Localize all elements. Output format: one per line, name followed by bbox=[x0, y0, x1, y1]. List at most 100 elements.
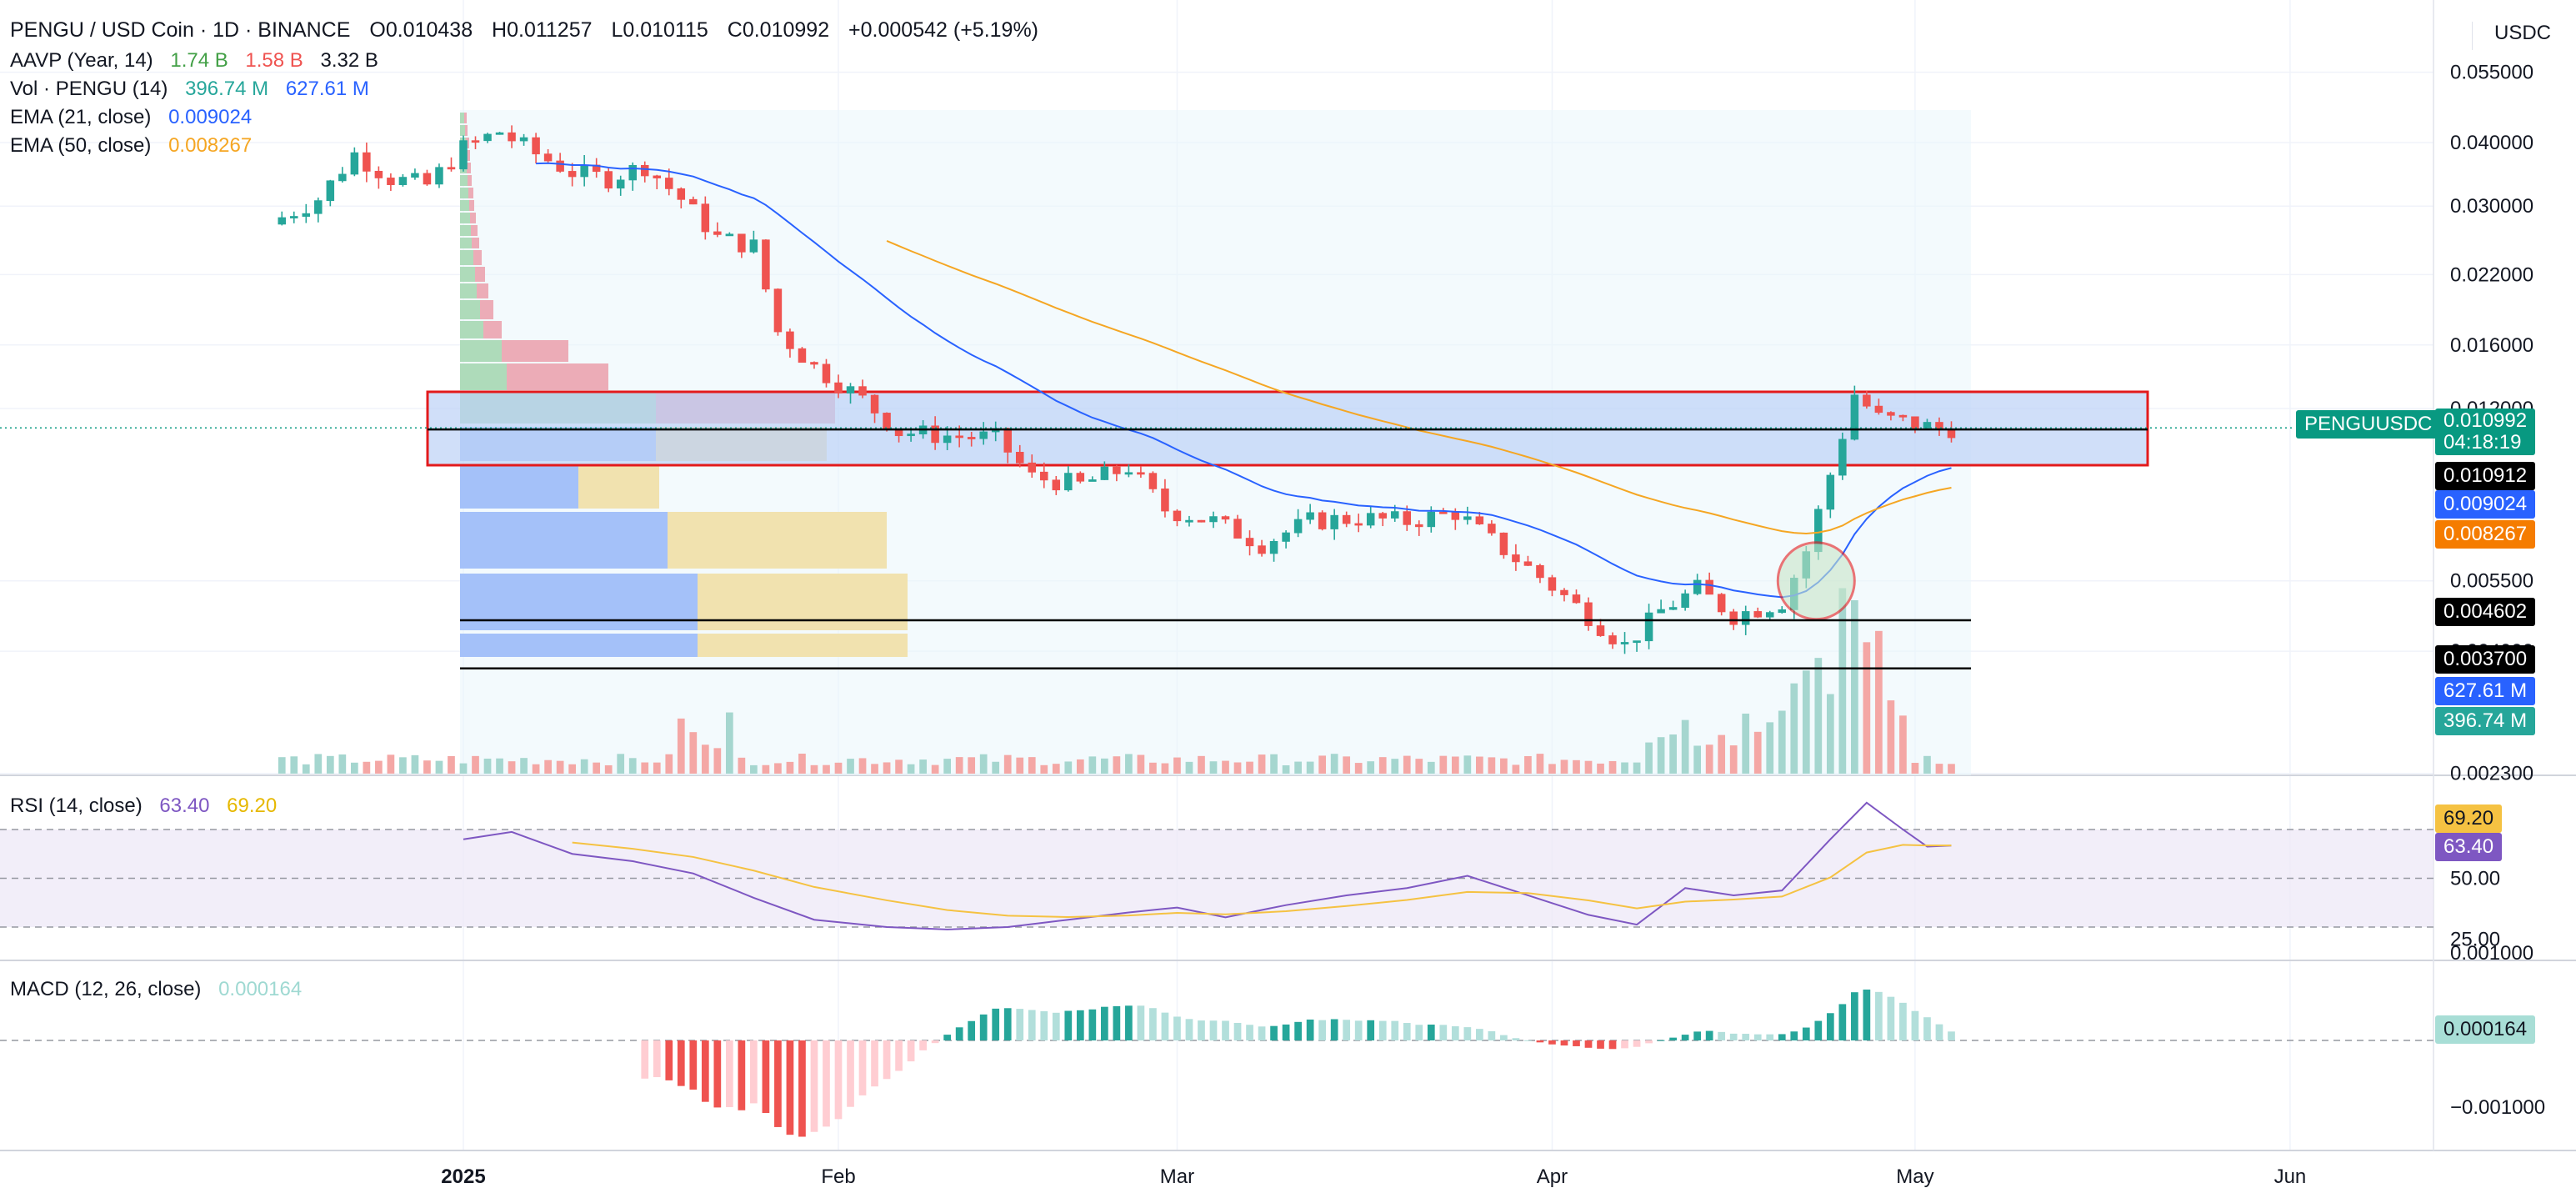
volume-bar bbox=[435, 760, 443, 774]
volume-bar bbox=[762, 764, 770, 774]
macd-bar bbox=[943, 1035, 951, 1040]
macd-bar bbox=[677, 1040, 685, 1086]
volume-bar bbox=[1427, 761, 1435, 774]
volume-bar bbox=[1378, 757, 1387, 774]
volume-bar bbox=[810, 764, 818, 774]
macd-bar bbox=[1367, 1020, 1375, 1040]
candle-body bbox=[543, 153, 553, 162]
legend-ema21[interactable]: EMA (21, close) 0.009024 bbox=[10, 103, 252, 132]
candle-body bbox=[1148, 473, 1158, 489]
aavp-up: 1.74 B bbox=[170, 49, 228, 72]
volume-bar bbox=[798, 754, 806, 774]
volume-bars bbox=[278, 588, 1955, 774]
volume-bar bbox=[895, 759, 903, 774]
macd-bar bbox=[1209, 1020, 1218, 1040]
breakout-circle bbox=[1776, 541, 1856, 621]
volume-bar bbox=[1415, 759, 1423, 774]
candle-body bbox=[1572, 594, 1581, 604]
candle-body bbox=[1911, 416, 1919, 429]
volume-bar bbox=[1584, 760, 1593, 774]
legend-ema50[interactable]: EMA (50, close) 0.008267 bbox=[10, 132, 252, 160]
volume-bar bbox=[1173, 757, 1181, 774]
legend-rsi[interactable]: RSI (14, close) 63.40 69.20 bbox=[10, 792, 277, 820]
macd-bar bbox=[955, 1027, 963, 1040]
macd-bar bbox=[1088, 1009, 1097, 1040]
volume-bar bbox=[1621, 762, 1628, 774]
volume-bar bbox=[387, 754, 395, 774]
price-tick-label: 0.016000 bbox=[2450, 334, 2533, 357]
macd-value: 0.000164 bbox=[218, 978, 303, 1000]
macd-bar bbox=[1669, 1037, 1677, 1040]
volume-bar bbox=[774, 763, 782, 774]
macd-bar bbox=[1488, 1030, 1496, 1040]
candle-body bbox=[302, 213, 311, 217]
volume-bar bbox=[1851, 599, 1858, 774]
candle-body bbox=[1100, 466, 1109, 480]
macd-bar bbox=[1028, 1010, 1036, 1040]
volume-bar bbox=[1318, 755, 1326, 774]
candle-body bbox=[1620, 642, 1629, 644]
close-value: C0.010992 bbox=[727, 18, 830, 42]
macd-pane bbox=[0, 989, 2433, 1137]
macd-bar bbox=[1318, 1020, 1326, 1040]
macd-bar bbox=[1064, 1010, 1073, 1040]
volume-bar bbox=[1052, 764, 1060, 774]
volume-bar bbox=[1826, 694, 1834, 774]
candles bbox=[278, 125, 1956, 654]
legend-aavp[interactable]: AAVP (Year, 14) 1.74 B 1.58 B 3.32 B bbox=[10, 47, 378, 75]
candle-body bbox=[1705, 579, 1713, 595]
candle-body bbox=[1657, 609, 1665, 614]
candle-body bbox=[1318, 512, 1327, 529]
volume-bar bbox=[1608, 760, 1617, 774]
candle-body bbox=[1874, 405, 1883, 414]
candle-body bbox=[580, 164, 588, 178]
volume-bar bbox=[1403, 755, 1411, 774]
rsi-value: 63.40 bbox=[159, 794, 210, 817]
currency-selector[interactable]: USDC bbox=[2471, 22, 2551, 50]
candle-body bbox=[1463, 516, 1472, 520]
macd-bar bbox=[1657, 1040, 1665, 1041]
macd-tick-label: 0.001000 bbox=[2450, 942, 2533, 965]
macd-bar bbox=[1246, 1025, 1253, 1040]
macd-bar bbox=[1948, 1031, 1955, 1040]
candle-body bbox=[1415, 524, 1423, 528]
candle-body bbox=[725, 233, 734, 237]
volume-bar bbox=[1246, 761, 1253, 774]
volume-bar bbox=[532, 764, 540, 774]
macd-bar bbox=[1415, 1025, 1423, 1040]
candle-body bbox=[1015, 452, 1024, 464]
volume-bar bbox=[1330, 754, 1338, 774]
candle-body bbox=[1076, 473, 1085, 482]
candle-body bbox=[773, 288, 783, 333]
macd-bar bbox=[1439, 1025, 1448, 1040]
volume-bar bbox=[1354, 763, 1363, 774]
candle-body bbox=[1378, 513, 1387, 519]
candle-body bbox=[798, 348, 807, 363]
volume-bar bbox=[1948, 764, 1955, 774]
macd-bar bbox=[1040, 1010, 1048, 1040]
candle-body bbox=[398, 177, 408, 185]
volume-bar bbox=[326, 755, 334, 774]
legend-vol[interactable]: Vol · PENGU (14) 396.74 M 627.61 M bbox=[10, 75, 369, 103]
volume-bar bbox=[883, 762, 891, 774]
volume-bar bbox=[375, 760, 383, 774]
macd-bar bbox=[1403, 1023, 1411, 1040]
candle-body bbox=[822, 363, 831, 383]
candle-body bbox=[1717, 594, 1726, 613]
macd-bar bbox=[1838, 1004, 1847, 1040]
candle-body bbox=[1923, 422, 1932, 429]
candle-body bbox=[1608, 635, 1617, 644]
legend-macd[interactable]: MACD (12, 26, close) 0.000164 bbox=[10, 975, 302, 1004]
volume-bar bbox=[411, 754, 419, 774]
macd-bar bbox=[1911, 1010, 1919, 1040]
ema21-line bbox=[536, 162, 1952, 599]
macd-bar bbox=[701, 1040, 709, 1102]
macd-bar bbox=[1778, 1034, 1786, 1040]
macd-bar bbox=[931, 1040, 939, 1044]
macd-bar bbox=[1548, 1040, 1556, 1045]
candle-body bbox=[1233, 519, 1242, 539]
candle-body bbox=[1306, 512, 1314, 520]
candle-body bbox=[568, 171, 577, 178]
volume-bar bbox=[919, 759, 927, 774]
